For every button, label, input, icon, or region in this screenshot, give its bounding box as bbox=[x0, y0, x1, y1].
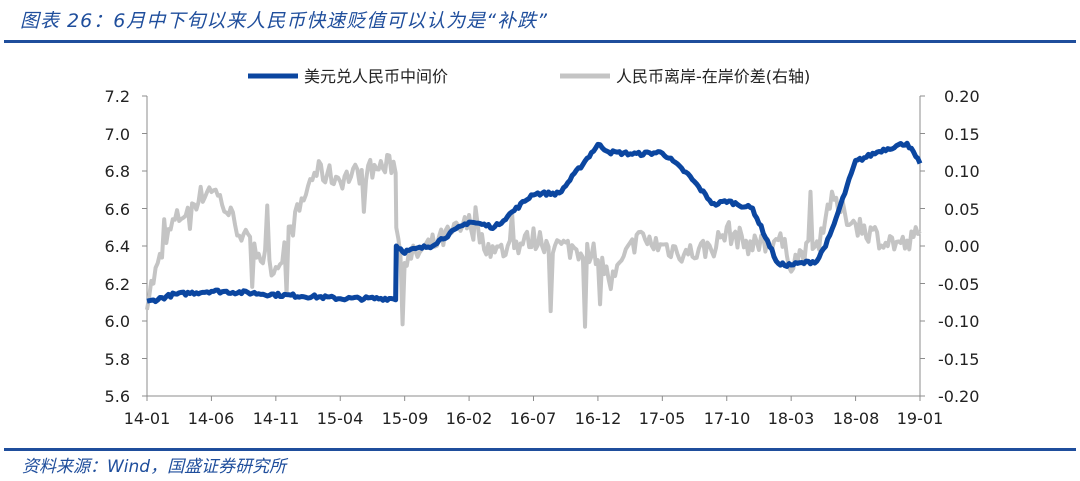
plot-area bbox=[145, 140, 923, 329]
series-usdcny-central-parity bbox=[146, 140, 923, 305]
left-tick: 5.8 bbox=[105, 350, 130, 369]
left-tick: 5.6 bbox=[105, 387, 130, 406]
x-tick: 16-12 bbox=[575, 409, 622, 428]
x-tick: 14-06 bbox=[188, 409, 235, 428]
right-tick: 0.05 bbox=[944, 200, 980, 219]
source-divider bbox=[4, 448, 1076, 451]
x-tick: 15-04 bbox=[317, 409, 364, 428]
right-tick: -0.20 bbox=[938, 387, 979, 406]
x-tick: 19-01 bbox=[897, 409, 944, 428]
x-tick: 17-05 bbox=[639, 409, 686, 428]
right-tick: -0.15 bbox=[938, 350, 979, 369]
left-tick: 6.4 bbox=[105, 237, 130, 256]
right-tick: 0.20 bbox=[944, 87, 980, 106]
source-note: 资料来源：Wind，国盛证券研究所 bbox=[22, 457, 287, 477]
legend-label-primary: 美元兑人民币中间价 bbox=[304, 67, 448, 86]
left-tick: 6.0 bbox=[105, 312, 130, 331]
left-tick: 6.6 bbox=[105, 200, 130, 219]
x-tick: 14-11 bbox=[253, 409, 300, 428]
title-divider bbox=[4, 40, 1076, 43]
right-tick: 0.10 bbox=[944, 162, 980, 181]
left-axis-labels: 7.2 7.0 6.8 6.6 6.4 6.2 6.0 5.8 5.6 bbox=[105, 87, 130, 406]
right-axis-labels: 0.20 0.15 0.10 0.05 0.00 -0.05 -0.10 -0.… bbox=[938, 87, 980, 406]
legend: 美元兑人民币中间价 人民币离岸-在岸价差(右轴) bbox=[248, 67, 810, 86]
x-tick: 18-08 bbox=[833, 409, 880, 428]
left-tick: 6.8 bbox=[105, 162, 130, 181]
right-tick: -0.05 bbox=[938, 275, 979, 294]
x-tick: 16-07 bbox=[510, 409, 557, 428]
right-tick: 0.00 bbox=[944, 237, 980, 256]
x-axis-labels: 14-01 14-06 14-11 15-04 15-09 16-02 16-0… bbox=[124, 409, 944, 428]
right-tick: -0.10 bbox=[938, 312, 979, 331]
x-tick: 15-09 bbox=[382, 409, 429, 428]
x-tick: 18-03 bbox=[768, 409, 815, 428]
left-tick: 6.2 bbox=[105, 275, 130, 294]
x-tick: 14-01 bbox=[124, 409, 171, 428]
left-tick: 7.0 bbox=[105, 125, 130, 144]
right-tick: 0.15 bbox=[944, 125, 980, 144]
x-tick: 16-02 bbox=[446, 409, 493, 428]
axes bbox=[142, 95, 925, 401]
x-tick: 17-10 bbox=[704, 409, 751, 428]
left-tick: 7.2 bbox=[105, 87, 130, 106]
series-offshore-onshore-spread bbox=[145, 152, 922, 329]
chart-title: 图表 26：6月中下旬以来人民币快速贬值可以认为是“补跌” bbox=[20, 10, 548, 32]
legend-label-secondary: 人民币离岸-在岸价差(右轴) bbox=[616, 67, 810, 86]
